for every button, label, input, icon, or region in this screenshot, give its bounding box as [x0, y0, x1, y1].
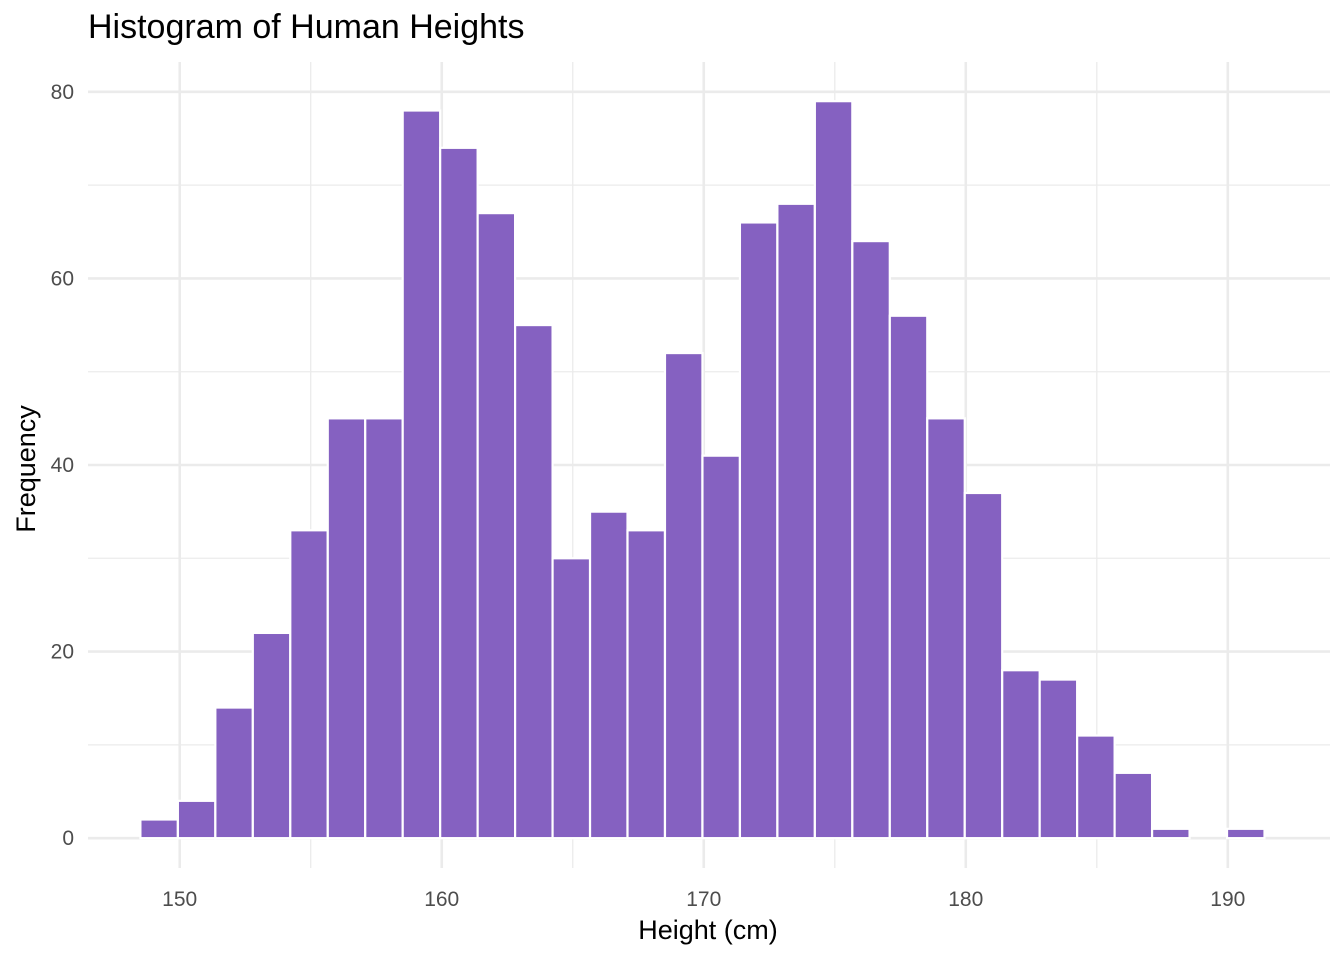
chart-title: Histogram of Human Heights — [88, 8, 525, 46]
y-axis-tick-labels: 0 20 40 60 80 — [51, 81, 74, 850]
histogram-bar — [214, 706, 254, 840]
histogram-bar — [1225, 827, 1266, 840]
histogram-bar — [551, 557, 592, 840]
y-tick-label: 40 — [51, 454, 74, 477]
histogram-bar — [439, 146, 479, 840]
histogram-bar — [251, 631, 292, 840]
y-tick-label: 0 — [62, 827, 74, 850]
histogram-bar — [1076, 734, 1116, 840]
histogram-bar — [364, 417, 404, 840]
histogram-bar — [588, 510, 629, 840]
x-tick-label: 150 — [162, 888, 197, 911]
x-axis-tick-labels: 150 160 170 180 190 — [162, 888, 1245, 911]
x-tick-label: 170 — [686, 888, 721, 911]
histogram-bars — [139, 100, 1266, 840]
histogram-bar — [1150, 827, 1191, 840]
histogram-bar — [626, 529, 667, 840]
y-tick-label: 20 — [51, 641, 74, 664]
histogram-bar — [289, 529, 329, 840]
x-tick-label: 160 — [424, 888, 459, 911]
y-axis-title: Frequency — [11, 405, 41, 533]
histogram-bar — [888, 314, 929, 840]
histogram-bar — [776, 202, 816, 840]
y-tick-label: 60 — [51, 267, 74, 290]
histogram-bar — [851, 240, 891, 840]
histogram-bar — [701, 454, 742, 840]
histogram-bar — [1038, 678, 1079, 840]
histogram-bar — [1113, 771, 1154, 840]
histogram-bar — [663, 351, 704, 840]
histogram-bar — [401, 109, 442, 840]
histogram-bar — [514, 323, 554, 840]
histogram-bar — [926, 417, 966, 840]
x-tick-label: 190 — [1210, 888, 1245, 911]
histogram-bar — [176, 799, 217, 840]
y-tick-label: 80 — [51, 81, 74, 104]
histogram-bar — [326, 417, 367, 840]
x-axis-title: Height (cm) — [638, 915, 778, 945]
histogram-bar — [963, 491, 1004, 840]
x-tick-label: 180 — [948, 888, 983, 911]
histogram-bar — [139, 818, 179, 840]
histogram-bar — [1001, 669, 1041, 840]
histogram-bar — [813, 100, 854, 840]
histogram-bar — [738, 221, 779, 840]
histogram-bar — [476, 212, 517, 840]
